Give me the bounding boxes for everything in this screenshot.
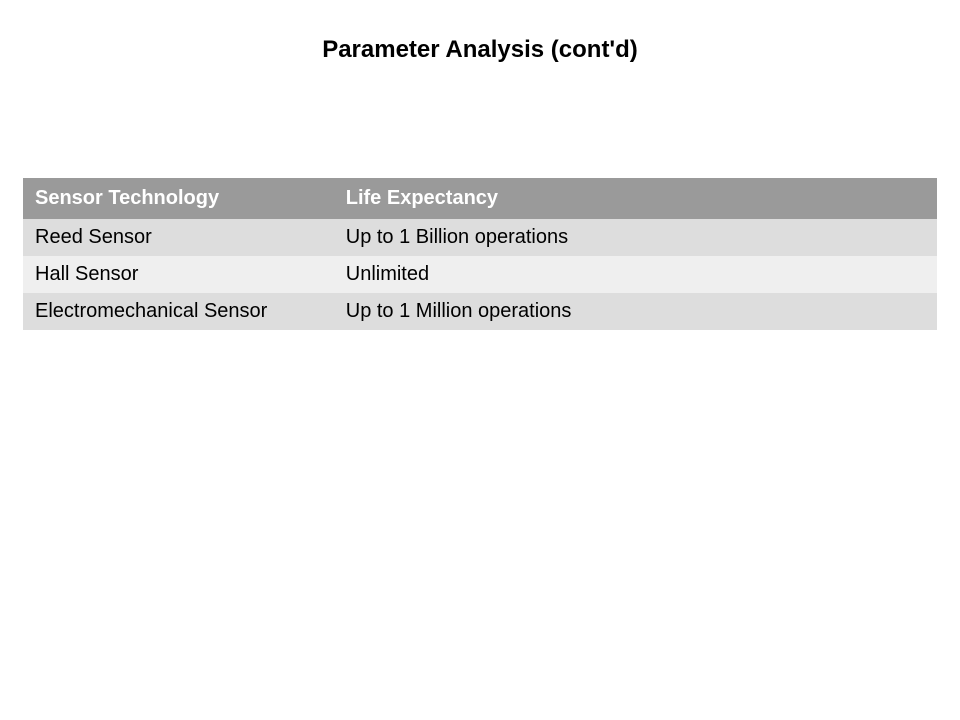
- table-row: Electromechanical Sensor Up to 1 Million…: [23, 293, 937, 330]
- sensor-table-container: Sensor Technology Life Expectancy Reed S…: [23, 178, 937, 330]
- cell-life: Unlimited: [334, 256, 937, 293]
- cell-sensor: Electromechanical Sensor: [23, 293, 334, 330]
- sensor-table: Sensor Technology Life Expectancy Reed S…: [23, 178, 937, 330]
- column-header-life: Life Expectancy: [334, 178, 937, 219]
- cell-life: Up to 1 Million operations: [334, 293, 937, 330]
- cell-life: Up to 1 Billion operations: [334, 219, 937, 256]
- table-row: Reed Sensor Up to 1 Billion operations: [23, 219, 937, 256]
- table-header-row: Sensor Technology Life Expectancy: [23, 178, 937, 219]
- column-header-sensor: Sensor Technology: [23, 178, 334, 219]
- table-row: Hall Sensor Unlimited: [23, 256, 937, 293]
- page-title: Parameter Analysis (cont'd): [0, 0, 960, 64]
- cell-sensor: Hall Sensor: [23, 256, 334, 293]
- cell-sensor: Reed Sensor: [23, 219, 334, 256]
